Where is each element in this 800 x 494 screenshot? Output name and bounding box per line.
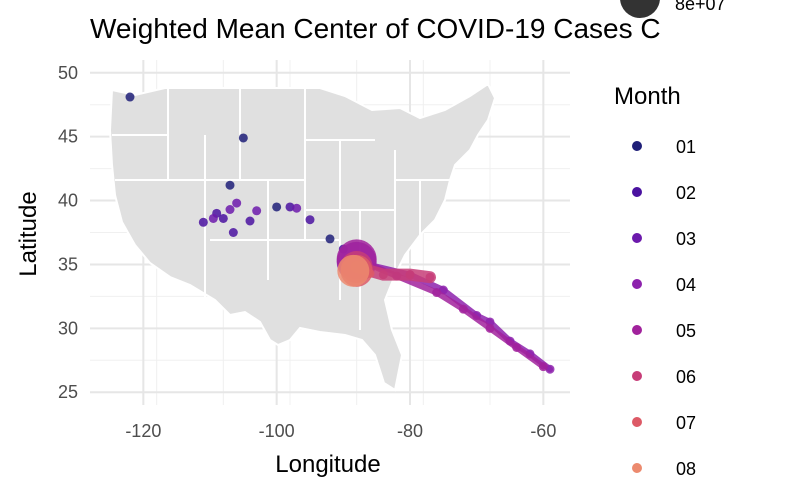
legend-key-01: [632, 141, 642, 151]
data-point-02: [245, 216, 255, 226]
legend-key-02: [632, 187, 642, 197]
x-tick-label: -100: [259, 421, 295, 441]
legend-label-01: 01: [676, 137, 696, 157]
y-axis-title: Latitude: [15, 191, 42, 276]
data-point-01: [225, 180, 235, 190]
y-tick-label: 45: [58, 127, 78, 147]
y-tick-label: 30: [58, 318, 78, 338]
legend-key-06: [632, 371, 642, 381]
x-tick-label: -60: [530, 421, 556, 441]
size-legend-circle: [620, 0, 660, 18]
y-tick-label: 25: [58, 382, 78, 402]
legend-key-03: [632, 233, 642, 243]
x-tick-label: -80: [397, 421, 423, 441]
data-point-08: [337, 254, 370, 287]
data-point-01: [272, 202, 282, 212]
y-tick-label: 50: [58, 63, 78, 83]
data-points: [125, 92, 555, 374]
data-point-02: [285, 202, 295, 212]
data-point-03: [252, 206, 262, 216]
x-axis-title: Longitude: [275, 451, 380, 478]
us-map: [108, 82, 497, 392]
legend-key-05: [632, 325, 642, 335]
chart-title: Weighted Mean Center of COVID-19 Cases C: [90, 13, 661, 44]
legend-label-08: 08: [676, 459, 696, 479]
legend: 01 02 03 04 05 06 07 08: [632, 137, 696, 479]
legend-label-05: 05: [676, 321, 696, 341]
data-point-02: [198, 217, 208, 227]
data-point-03: [208, 213, 218, 223]
y-tick-labels: 25 30 35 40 45 50: [58, 63, 78, 402]
data-point-03: [232, 198, 242, 208]
data-point-02: [305, 215, 315, 225]
y-tick-label: 40: [58, 191, 78, 211]
legend-label-04: 04: [676, 275, 696, 295]
data-point-01: [325, 234, 335, 244]
data-point-01: [238, 133, 248, 143]
legend-key-08: [632, 463, 642, 473]
size-legend-label: 8e+07: [675, 0, 726, 14]
x-tick-labels: -120 -100 -80 -60: [125, 421, 556, 441]
legend-key-07: [632, 417, 642, 427]
data-point-02: [218, 213, 228, 223]
legend-label-06: 06: [676, 367, 696, 387]
data-point-01: [125, 92, 135, 102]
legend-title: Month: [614, 83, 681, 110]
y-tick-label: 35: [58, 254, 78, 274]
legend-label-07: 07: [676, 413, 696, 433]
x-tick-label: -120: [125, 421, 161, 441]
legend-label-02: 02: [676, 183, 696, 203]
data-point-03: [292, 203, 302, 213]
data-point-02: [228, 228, 238, 237]
legend-label-03: 03: [676, 229, 696, 249]
legend-key-04: [632, 279, 642, 289]
data-point-03: [225, 205, 235, 214]
